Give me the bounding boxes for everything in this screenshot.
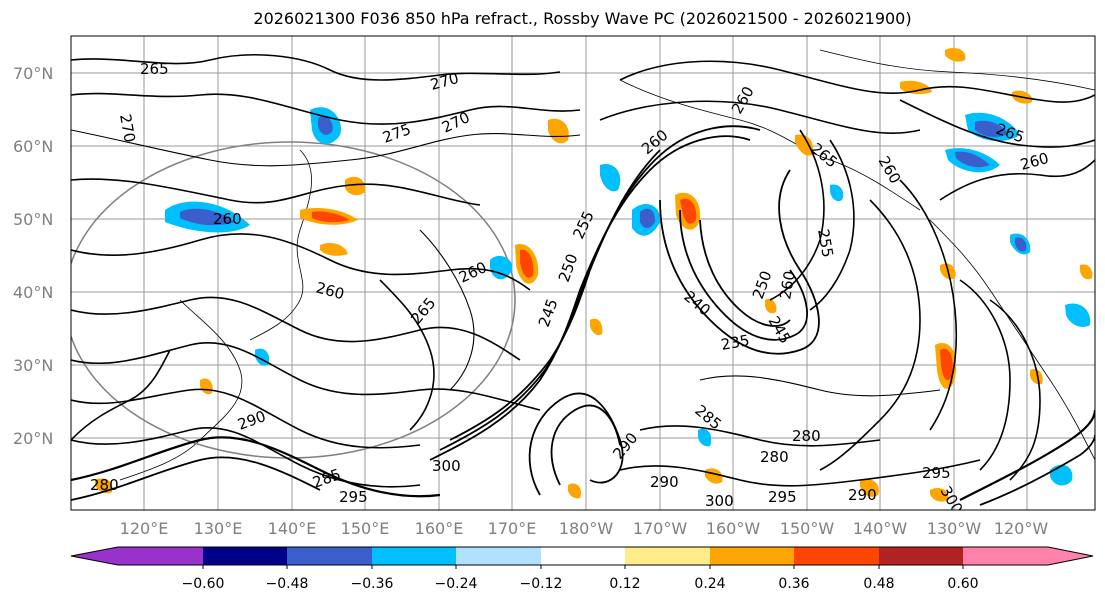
- colorbar-extend-low: [71, 547, 118, 565]
- colorbar-swatch: [372, 547, 456, 565]
- contour-label: 295: [922, 464, 951, 482]
- colorbar-tick-label: 0.60: [947, 576, 978, 592]
- lon-label: 170°W: [633, 519, 688, 538]
- colorbar-swatch: [287, 547, 372, 565]
- lon-label: 120°W: [994, 519, 1049, 538]
- lat-label: 60°N: [13, 137, 53, 156]
- contour-label: 295: [768, 488, 797, 506]
- chart-title: 2026021300 F036 850 hPa refract., Rossby…: [253, 9, 912, 28]
- colorbar-swatch: [456, 547, 541, 565]
- contour-label: 295: [339, 488, 368, 506]
- colorbar-tick-label: −0.24: [435, 576, 478, 592]
- lon-label: 130°W: [927, 519, 982, 538]
- anomaly-fills: [95, 48, 1093, 502]
- contour-label: 265: [140, 60, 169, 78]
- lon-label: 160°E: [415, 519, 464, 538]
- colorbar-tick-label: 0.24: [694, 576, 725, 592]
- colorbar-swatch: [963, 547, 1048, 565]
- lat-label: 30°N: [13, 356, 53, 375]
- lon-label: 170°E: [488, 519, 537, 538]
- colorbar: −0.60 −0.48 −0.36 −0.24 −0.12 0.12 0.24 …: [70, 546, 1094, 592]
- contour-label: 270: [116, 113, 139, 144]
- map-border: [70, 35, 1096, 511]
- lon-label: 130°E: [194, 519, 243, 538]
- contour-label: 280: [90, 476, 119, 494]
- colorbar-tick-label: −0.36: [351, 576, 394, 592]
- colorbar-swatch: [794, 547, 879, 565]
- lon-label: 150°E: [341, 519, 390, 538]
- contour-label: 255: [814, 228, 837, 259]
- contour-lines: [71, 54, 1095, 506]
- colorbar-outline: [70, 546, 1094, 566]
- coastlines: [119, 49, 1095, 481]
- lon-label: 160°W: [706, 519, 761, 538]
- colorbar-tick-label: −0.12: [520, 576, 563, 592]
- lon-label: 150°W: [780, 519, 835, 538]
- colorbar-swatch: [710, 547, 794, 565]
- lat-label: 20°N: [13, 429, 53, 448]
- great-circle-guide: [71, 141, 516, 459]
- graticule: [71, 36, 1095, 510]
- lon-label: 180°W: [559, 519, 614, 538]
- colorbar-tick-label: 0.48: [863, 576, 894, 592]
- lon-label: 140°W: [853, 519, 908, 538]
- contour-label: 280: [760, 448, 789, 466]
- colorbar-swatch: [625, 547, 710, 565]
- lat-label: 70°N: [13, 64, 53, 83]
- lat-label: 40°N: [13, 283, 53, 302]
- colorbar-swatch: [879, 547, 963, 565]
- colorbar-extend-high: [1048, 547, 1093, 565]
- colorbar-tick-label: 0.12: [609, 576, 640, 592]
- contour-label: 260: [776, 269, 799, 300]
- contour-label: 260: [213, 210, 242, 228]
- map-area: [71, 36, 1095, 510]
- contour-label: 290: [848, 486, 877, 504]
- latitude-labels: 70°N 60°N 50°N 40°N 30°N 20°N: [13, 64, 53, 448]
- contour-label: 290: [650, 473, 679, 491]
- colorbar-tick-label: −0.48: [266, 576, 309, 592]
- lon-label: 140°E: [268, 519, 317, 538]
- contour-label: 300: [432, 457, 461, 475]
- contour-label: 235: [720, 331, 751, 354]
- lat-label: 50°N: [13, 210, 53, 229]
- lon-label: 120°E: [120, 519, 169, 538]
- colorbar-tick-label: −0.60: [182, 576, 225, 592]
- longitude-labels: 120°E 130°E 140°E 150°E 160°E 170°E 180°…: [120, 519, 1049, 538]
- colorbar-swatch: [203, 547, 287, 565]
- contour-label: 300: [705, 492, 734, 510]
- contour-label: 280: [792, 427, 821, 445]
- colorbar-swatch: [541, 547, 625, 565]
- colorbar-swatch: [118, 547, 203, 565]
- colorbar-tick-label: 0.36: [778, 576, 809, 592]
